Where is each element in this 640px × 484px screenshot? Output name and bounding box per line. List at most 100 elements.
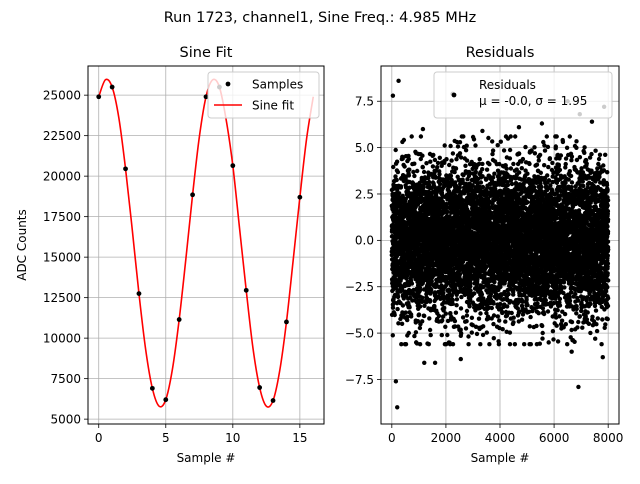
residual-point	[522, 342, 526, 346]
residual-point	[508, 156, 512, 160]
sample-point	[297, 195, 302, 200]
residual-point	[497, 342, 501, 346]
residual-point	[437, 172, 441, 176]
residual-point	[472, 291, 476, 295]
residual-point	[517, 152, 521, 156]
residual-point	[465, 313, 469, 317]
residual-point	[454, 303, 458, 307]
residual-point	[459, 155, 463, 159]
residual-point	[451, 302, 455, 306]
residual-point	[409, 314, 413, 318]
residual-point	[438, 156, 442, 160]
residual-point	[510, 311, 514, 315]
sample-point	[123, 166, 128, 171]
residual-point	[458, 151, 462, 155]
residual-point	[491, 322, 495, 326]
residual-point	[407, 157, 411, 161]
residual-point	[404, 310, 408, 314]
residual-point	[418, 304, 422, 308]
residual-point	[449, 158, 453, 162]
figure-suptitle: Run 1723, channel1, Sine Freq.: 4.985 MH…	[164, 10, 477, 26]
residual-point	[478, 342, 482, 346]
residual-point	[418, 342, 422, 346]
sample-point	[257, 385, 262, 390]
residual-point	[492, 172, 496, 176]
residual-point	[491, 175, 495, 179]
legend-sine-fit-label: Sine fit	[252, 99, 294, 113]
sine-fit-ytick-label: 20000	[43, 169, 81, 183]
residual-point	[448, 311, 452, 315]
residual-point	[464, 319, 468, 323]
residual-point	[391, 306, 395, 310]
residual-point	[520, 318, 524, 322]
residual-point	[503, 319, 507, 323]
residual-point	[437, 314, 441, 318]
residual-point	[391, 165, 395, 169]
sine-fit-ylabel: ADC Counts	[15, 209, 29, 281]
residual-point	[464, 326, 468, 330]
residual-point	[407, 173, 411, 177]
residual-point	[500, 311, 504, 315]
residual-point	[508, 342, 512, 346]
residual-point	[473, 143, 477, 147]
residual-point	[491, 148, 495, 152]
residual-point	[508, 330, 512, 334]
residual-point	[466, 342, 470, 346]
residual-point	[478, 157, 482, 161]
residual-point	[465, 309, 469, 313]
residuals-title: Residuals	[466, 45, 535, 61]
residual-point	[485, 168, 489, 172]
residual-point	[407, 168, 411, 172]
residual-point	[513, 134, 517, 138]
residual-point	[470, 316, 474, 320]
sine-fit-ytick-label: 5000	[50, 412, 81, 426]
residual-point	[444, 157, 448, 161]
residual-point	[480, 162, 484, 166]
sine-fit-xlabel: Sample #	[177, 451, 236, 465]
residual-point	[485, 330, 489, 334]
sine-fit-title: Sine Fit	[180, 45, 233, 61]
residual-point	[402, 138, 406, 142]
residual-point	[412, 162, 416, 166]
residual-point	[443, 325, 447, 329]
residual-point	[418, 326, 422, 330]
residual-point	[487, 342, 491, 346]
residual-point	[428, 298, 432, 302]
residual-point	[402, 164, 406, 168]
residual-point	[427, 316, 431, 320]
residual-point	[511, 162, 515, 166]
residual-point	[480, 167, 484, 171]
sine-fit-xtick-label: 10	[225, 431, 240, 445]
residual-point	[445, 333, 449, 337]
residual-point	[447, 163, 451, 167]
sine-fit-xtick-label: 15	[292, 431, 307, 445]
residual-point	[428, 160, 432, 164]
residual-point	[396, 321, 400, 325]
residual-point	[443, 143, 447, 147]
residual-point	[436, 161, 440, 165]
residual-point	[440, 333, 444, 337]
residual-point	[459, 331, 463, 335]
residual-point	[427, 342, 431, 346]
residual-point	[410, 281, 414, 285]
residual-point	[496, 143, 500, 147]
sample-point	[177, 317, 182, 322]
residual-point	[396, 295, 400, 299]
residual-point	[468, 284, 472, 288]
residual-point	[431, 153, 435, 157]
sample-point	[163, 397, 168, 402]
residual-point	[505, 304, 509, 308]
residual-point	[465, 158, 469, 162]
residual-point	[490, 139, 494, 143]
sine-fit-ytick-label: 7500	[50, 372, 81, 386]
residual-point	[478, 311, 482, 315]
sample-point	[190, 192, 195, 197]
residual-point	[401, 303, 405, 307]
residual-point	[521, 300, 525, 304]
residual-point	[451, 342, 455, 346]
residual-point	[424, 161, 428, 165]
sine-fit-legend: Samples Sine fit	[208, 72, 319, 118]
residual-point	[435, 165, 439, 169]
residual-point	[395, 160, 399, 164]
residual-point	[505, 167, 509, 171]
